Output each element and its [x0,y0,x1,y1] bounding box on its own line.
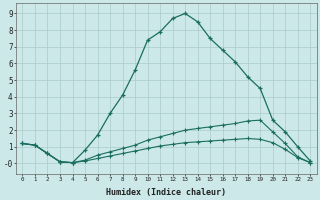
X-axis label: Humidex (Indice chaleur): Humidex (Indice chaleur) [106,188,226,197]
